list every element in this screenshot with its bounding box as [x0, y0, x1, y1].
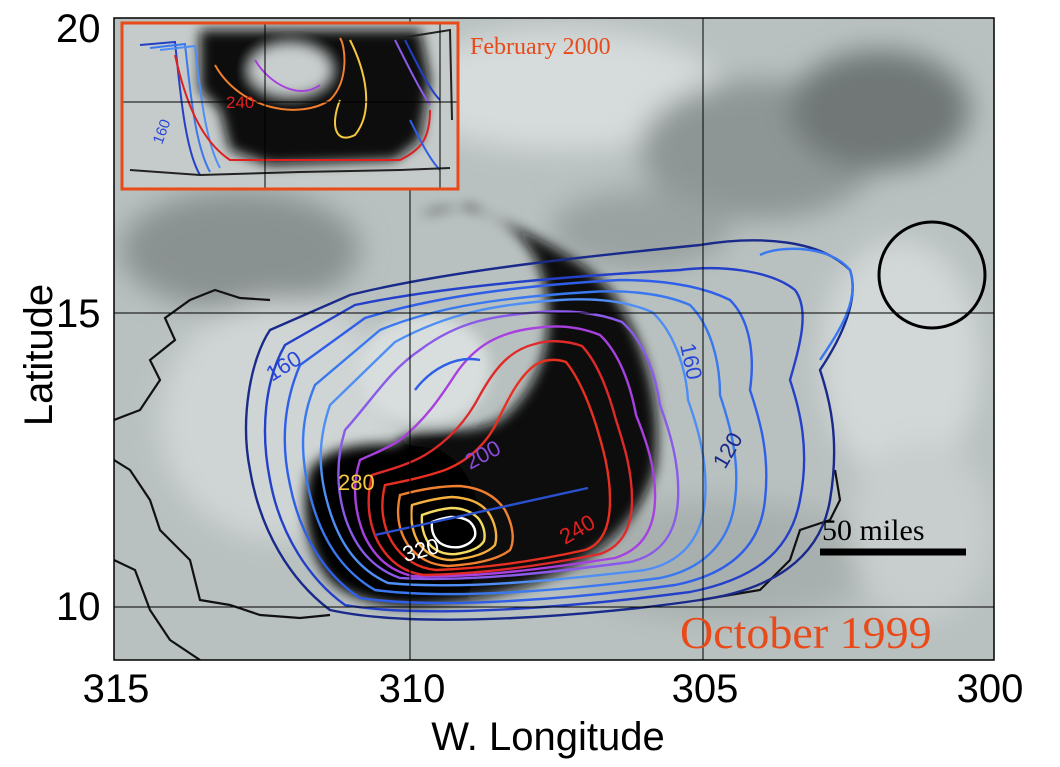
inset-frame: [120, 21, 460, 191]
x-tick-315: 315: [83, 667, 150, 711]
inset-map-panel: 240 160: [120, 21, 460, 191]
main-panel-frame: [113, 17, 995, 661]
x-tick-305: 305: [672, 667, 739, 711]
y-axis-ticks: 20 15 10: [56, 7, 101, 629]
x-tick-310: 310: [379, 667, 446, 711]
inset-date-label: February 2000: [470, 34, 611, 60]
scale-bar-label: 50 miles: [822, 514, 925, 547]
main-map-panel: [114, 18, 994, 660]
reference-circle: [877, 220, 987, 330]
x-axis-label: W. Longitude: [431, 715, 665, 759]
y-tick-10: 10: [56, 585, 101, 629]
wind-contours: [244, 239, 854, 621]
coastlines: [114, 288, 842, 660]
y-tick-20: 20: [56, 7, 101, 51]
inset-contour-label-240: 240: [226, 93, 254, 112]
grid-lines: [114, 18, 994, 660]
contour-label-280: 280: [338, 470, 375, 495]
hurricane-cloud: [305, 205, 658, 607]
x-axis-ticks: 315 310 305 300: [83, 667, 1024, 711]
main-date-label: October 1999: [680, 607, 932, 658]
y-axis-label: Latitude: [17, 284, 61, 426]
x-tick-300: 300: [957, 667, 1024, 711]
y-tick-15: 15: [56, 292, 101, 336]
